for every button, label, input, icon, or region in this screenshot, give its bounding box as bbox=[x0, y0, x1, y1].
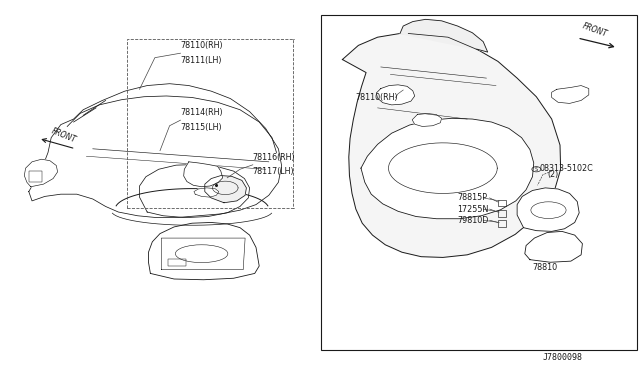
Polygon shape bbox=[194, 188, 219, 197]
Polygon shape bbox=[525, 231, 582, 262]
Polygon shape bbox=[361, 118, 534, 219]
Text: S: S bbox=[535, 167, 538, 172]
Text: FRONT: FRONT bbox=[51, 126, 77, 144]
Polygon shape bbox=[376, 85, 415, 105]
Bar bbox=[498, 200, 506, 206]
Text: 78110(RH): 78110(RH) bbox=[180, 41, 223, 50]
Polygon shape bbox=[552, 86, 589, 103]
Text: (2): (2) bbox=[547, 170, 559, 179]
Text: 78110(RH): 78110(RH) bbox=[356, 93, 399, 102]
Text: 78116(RH): 78116(RH) bbox=[253, 153, 296, 162]
Text: 17255N: 17255N bbox=[458, 205, 489, 214]
Bar bbox=[321, 15, 637, 350]
Polygon shape bbox=[148, 222, 259, 280]
Polygon shape bbox=[184, 162, 223, 187]
Polygon shape bbox=[400, 19, 488, 52]
Polygon shape bbox=[205, 176, 246, 203]
Text: FRONT: FRONT bbox=[581, 22, 609, 39]
Polygon shape bbox=[29, 84, 282, 218]
Polygon shape bbox=[342, 33, 561, 257]
Text: 78115(LH): 78115(LH) bbox=[180, 123, 222, 132]
Bar bbox=[29, 171, 42, 182]
Bar bbox=[168, 259, 186, 266]
Polygon shape bbox=[517, 188, 579, 231]
Polygon shape bbox=[412, 113, 442, 126]
Bar bbox=[498, 210, 506, 217]
Text: 78111(LH): 78111(LH) bbox=[180, 56, 222, 65]
Text: 78815P: 78815P bbox=[458, 193, 488, 202]
Text: 78810: 78810 bbox=[532, 263, 557, 272]
Text: J7800098: J7800098 bbox=[543, 353, 583, 362]
Bar bbox=[498, 220, 506, 227]
Text: 78114(RH): 78114(RH) bbox=[180, 108, 223, 117]
Text: 79810D: 79810D bbox=[458, 216, 489, 225]
Text: 78117(LH): 78117(LH) bbox=[253, 167, 294, 176]
Polygon shape bbox=[24, 159, 58, 187]
Text: 08313-5102C: 08313-5102C bbox=[540, 164, 593, 173]
